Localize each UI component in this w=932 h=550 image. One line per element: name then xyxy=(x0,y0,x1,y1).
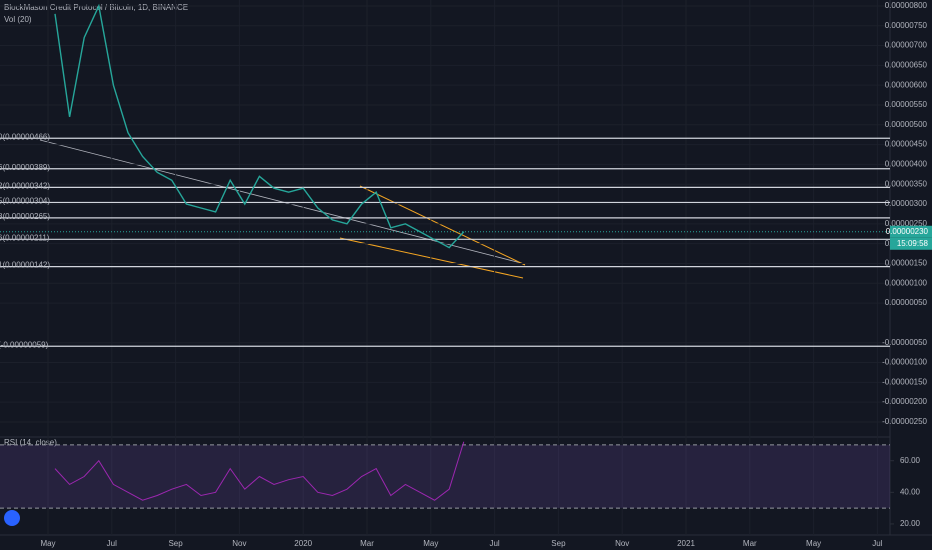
y-tick-label: -0.00000150 xyxy=(882,377,927,386)
level-label: 0(0.00000466) xyxy=(0,132,50,141)
last-price-box xyxy=(890,225,932,238)
y-tick-label: 0.00000450 xyxy=(885,140,928,149)
level-label: 1(0.00000142) xyxy=(0,261,50,270)
level-label: 6(0.00000211) xyxy=(0,233,50,242)
level-label: 2(0.00000342) xyxy=(0,182,50,191)
tv-logo[interactable] xyxy=(4,510,20,526)
y-tick-label: -0.00000200 xyxy=(882,397,927,406)
x-tick-label: 2020 xyxy=(294,539,312,548)
rsi-tick-label: 60.00 xyxy=(900,456,921,465)
y-tick-label: 0.00000250 xyxy=(885,219,928,228)
x-tick-label: May xyxy=(423,539,438,548)
level-label: 6(0.00000389) xyxy=(0,163,50,172)
rsi-tick-label: 20.00 xyxy=(900,519,921,528)
x-tick-label: Nov xyxy=(232,539,246,548)
x-tick-label: Mar xyxy=(360,539,374,548)
x-tick-label: Mar xyxy=(743,539,757,548)
x-tick-label: Jul xyxy=(107,539,117,548)
rsi-band xyxy=(0,444,890,509)
chart-title: BlockMason Credit Protocol / Bitcoin, 1D… xyxy=(4,3,188,12)
y-tick-label: 0.00000600 xyxy=(885,80,928,89)
y-tick-label: 0.00000650 xyxy=(885,60,928,69)
price-line xyxy=(54,3,465,249)
last-price-label: 0.00000230 xyxy=(886,227,929,236)
countdown-box xyxy=(890,237,932,250)
wedge-lower xyxy=(339,237,524,279)
x-tick-label: 2021 xyxy=(677,539,695,548)
y-tick-label: 0.00000150 xyxy=(885,259,928,268)
x-tick-label: Jul xyxy=(872,539,882,548)
y-tick-label: 0.00000750 xyxy=(885,21,928,30)
x-tick-label: Jul xyxy=(489,539,499,548)
y-tick-label: -0.00000100 xyxy=(882,358,927,367)
rsi-title: RSI (14, close) xyxy=(4,438,57,447)
countdown: 15:09:58 xyxy=(897,239,929,248)
level-label: (-0.00000059) xyxy=(0,340,49,349)
y-tick-label: 0.00000050 xyxy=(885,298,928,307)
y-tick-label: 0.00000400 xyxy=(885,160,928,169)
y-tick-label: 0.00000500 xyxy=(885,120,928,129)
x-tick-label: May xyxy=(40,539,55,548)
y-tick-label: 0.00000700 xyxy=(885,41,928,50)
wedge-upper xyxy=(359,185,526,266)
level-label: 8(0.00000265) xyxy=(0,212,50,221)
y-tick-label: 0.00000100 xyxy=(885,278,928,287)
y-tick-label: 0.00000550 xyxy=(885,100,928,109)
y-tick-label: 0.00000300 xyxy=(885,199,928,208)
volume-label: Vol (20) xyxy=(4,15,32,24)
x-tick-label: Nov xyxy=(615,539,629,548)
y-tick-label: -0.00000250 xyxy=(882,417,927,426)
x-tick-label: Sep xyxy=(551,539,566,548)
y-tick-label: 0.00000350 xyxy=(885,179,928,188)
rsi-tick-label: 40.00 xyxy=(900,487,921,496)
rsi-line xyxy=(54,441,465,501)
level-label: 5(0.00000304) xyxy=(0,197,50,206)
x-tick-label: May xyxy=(806,539,821,548)
y-tick-label: -0.00000050 xyxy=(882,338,927,347)
x-tick-label: Sep xyxy=(168,539,183,548)
y-tick-label: 0.00000800 xyxy=(885,1,928,10)
